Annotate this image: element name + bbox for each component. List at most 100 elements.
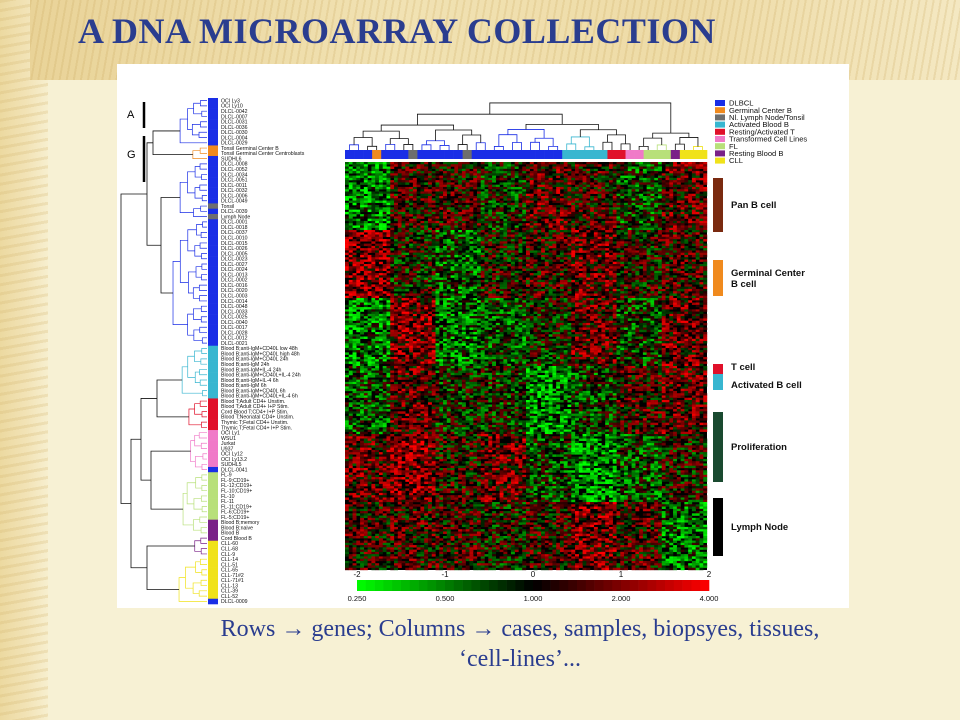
heatmap-cell bbox=[378, 284, 383, 287]
heatmap-cell bbox=[571, 196, 576, 199]
heatmap-cell bbox=[416, 261, 421, 265]
heatmap-cell bbox=[703, 223, 708, 226]
heatmap-cell bbox=[657, 177, 662, 181]
heatmap-cell bbox=[680, 223, 685, 226]
heatmap-cell bbox=[635, 186, 640, 190]
heatmap-cell bbox=[608, 277, 613, 281]
heatmap-cell bbox=[680, 171, 685, 174]
heatmap-cell bbox=[378, 273, 383, 276]
heatmap-cell bbox=[608, 270, 613, 274]
heatmap-cell bbox=[446, 223, 451, 226]
heatmap-cell bbox=[488, 177, 493, 181]
heatmap-cell bbox=[371, 293, 376, 296]
heatmap-cell bbox=[476, 177, 481, 181]
heatmap-cell bbox=[608, 207, 613, 210]
heatmap-cell bbox=[657, 232, 662, 235]
heatmap-cell bbox=[688, 227, 693, 231]
dendrogram-branch bbox=[200, 305, 207, 312]
heatmap-cell bbox=[363, 220, 368, 224]
heatmap-cell bbox=[582, 286, 587, 290]
heatmap-cell bbox=[348, 257, 353, 260]
heatmap-cell bbox=[499, 284, 504, 287]
heatmap-cell bbox=[503, 166, 508, 169]
heatmap-cell bbox=[409, 261, 414, 265]
heatmap-cell bbox=[616, 218, 621, 222]
heatmap-cell bbox=[684, 252, 689, 256]
heatmap-cell bbox=[654, 186, 659, 190]
heatmap-cell bbox=[571, 205, 576, 208]
heatmap-cell bbox=[394, 193, 398, 197]
heatmap-cell bbox=[578, 164, 583, 167]
sample-color-cell bbox=[208, 293, 218, 299]
heatmap-cell bbox=[401, 261, 406, 265]
heatmap-cell bbox=[537, 164, 542, 167]
heatmap-cell bbox=[371, 236, 376, 240]
heatmap-cell bbox=[608, 266, 613, 269]
heatmap-cell bbox=[503, 243, 508, 247]
heatmap-cell bbox=[450, 243, 455, 247]
heatmap-cell bbox=[680, 205, 685, 208]
heatmap-cell bbox=[608, 209, 613, 213]
heatmap-cell bbox=[552, 211, 557, 215]
heatmap-cell bbox=[646, 189, 651, 192]
heatmap-cell bbox=[624, 202, 629, 206]
heatmap-cell bbox=[669, 218, 674, 222]
heatmap-cell bbox=[703, 189, 708, 192]
heatmap-cell bbox=[382, 266, 387, 269]
heatmap-cell bbox=[375, 207, 380, 210]
heatmap-cell bbox=[390, 223, 395, 226]
heatmap-cell bbox=[378, 207, 383, 210]
heatmap-cell bbox=[386, 252, 391, 256]
heatmap-cell bbox=[642, 164, 647, 167]
heatmap-cell bbox=[608, 257, 613, 260]
heatmap-cell bbox=[616, 277, 621, 281]
heatmap-cell bbox=[360, 243, 365, 247]
heatmap-cell bbox=[608, 191, 613, 194]
heatmap-cell bbox=[454, 275, 459, 278]
heatmap-cell bbox=[446, 248, 451, 251]
heatmap-cell bbox=[492, 259, 497, 262]
heatmap-cell bbox=[371, 175, 376, 179]
heatmap-cell bbox=[412, 171, 417, 174]
heatmap-cell bbox=[657, 239, 662, 242]
heatmap-cell bbox=[348, 220, 353, 224]
heatmap-cell bbox=[401, 266, 406, 269]
heatmap-cell bbox=[612, 230, 617, 233]
heatmap-cell bbox=[492, 282, 497, 285]
heatmap-cell bbox=[473, 259, 478, 262]
heatmap-cell bbox=[627, 189, 632, 192]
heatmap-cell bbox=[680, 214, 685, 217]
heatmap-cell bbox=[695, 211, 700, 215]
heatmap-cell bbox=[378, 214, 383, 217]
heatmap-cell bbox=[567, 202, 572, 206]
heatmap-cell bbox=[378, 223, 383, 226]
heatmap-cell bbox=[688, 189, 693, 192]
heatmap-cell bbox=[495, 293, 500, 296]
heatmap-cell bbox=[650, 236, 655, 240]
heatmap-cell bbox=[522, 168, 527, 172]
heatmap-cell bbox=[503, 245, 508, 249]
heatmap-cell bbox=[416, 207, 421, 210]
heatmap-cell bbox=[526, 196, 530, 199]
sample-label: Blood B;anti-IgM+CD40L+IL-4 24h bbox=[221, 373, 301, 379]
heatmap-cell bbox=[537, 205, 542, 208]
heatmap-cell bbox=[367, 266, 372, 269]
heatmap-cell bbox=[495, 257, 500, 260]
heatmap-cell bbox=[544, 234, 549, 237]
column-color-cell bbox=[607, 150, 617, 159]
heatmap-cell bbox=[514, 236, 519, 240]
sample-label: DLCL-0036 bbox=[221, 125, 248, 131]
heatmap-cell bbox=[503, 196, 508, 199]
heatmap-cell bbox=[356, 173, 361, 176]
heatmap-cell bbox=[488, 270, 493, 274]
heatmap-cell bbox=[461, 236, 466, 240]
heatmap-cell bbox=[695, 288, 700, 292]
heatmap-cell bbox=[454, 173, 459, 176]
heatmap-cell bbox=[684, 166, 689, 169]
heatmap-cell bbox=[597, 264, 602, 267]
heatmap-cell bbox=[401, 293, 406, 296]
heatmap-cell bbox=[608, 259, 613, 262]
dendrogram-branch bbox=[181, 366, 203, 394]
heatmap-cell bbox=[631, 196, 636, 199]
heatmap-cell bbox=[461, 180, 466, 183]
